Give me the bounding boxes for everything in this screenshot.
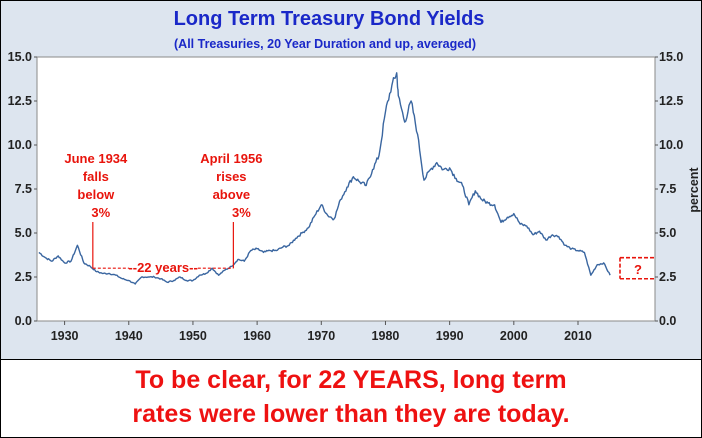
annotation-text: above [213,187,251,202]
x-tick-label: 1960 [243,329,271,343]
y-tick-label-right: 0.0 [659,314,676,328]
chart-panel: Long Term Treasury Bond Yields (All Trea… [1,1,701,360]
y-axis-label-right: percent [687,167,701,213]
plot-area: 0.0 0.0 2.5 2.5 5.0 5.0 7.5 7.5 10.0 10.0 12.5 12.5… [8,50,684,343]
y-tick-label-left: 12.5 [8,94,32,108]
y-tick-label-right: 2.5 [659,270,676,284]
span-label: --22 years-- [128,260,197,275]
annotation-text: 3% [91,205,110,220]
x-tick-label: 1990 [436,329,464,343]
annotation-text: rises [216,169,246,184]
x-tick-label: 1970 [307,329,335,343]
span-label-bg [129,259,198,274]
y-tick-label-right: 10.0 [659,138,683,152]
y-tick-label-left: 5.0 [15,226,32,240]
x-tick-label: 1950 [179,329,207,343]
caption: To be clear, for 22 YEARS, long term rat… [1,363,701,431]
chart: Long Term Treasury Bond Yields (All Trea… [8,8,701,343]
x-tick-label: 1980 [372,329,400,343]
annotation-text: 3% [232,205,251,220]
y-tick-label-right: 12.5 [659,94,683,108]
y-tick-label-left: 15.0 [8,50,32,64]
annotation-text: below [77,187,115,202]
y-tick-label-left: 0.0 [15,314,32,328]
y-tick-label-right: 15.0 [659,50,683,64]
y-tick-label-left: 7.5 [15,182,32,196]
y-tick-label-left: 10.0 [8,138,32,152]
chart-subtitle: (All Treasuries, 20 Year Duration and up… [174,37,476,51]
caption-line-2: rates were lower than they are today. [132,400,570,428]
x-tick-label: 1940 [115,329,143,343]
annotation-text: June 1934 [64,151,128,166]
annotation-text: falls [83,169,109,184]
y-tick-label-right: 7.5 [659,182,676,196]
annotation-text: April 1956 [200,151,262,166]
question-mark: ? [634,262,642,277]
series-line [38,72,611,285]
chart-title: Long Term Treasury Bond Yields [174,8,485,30]
y-tick-label-right: 5.0 [659,226,676,240]
x-tick-label: 2010 [564,329,592,343]
caption-line-1: To be clear, for 22 YEARS, long term [135,366,567,394]
x-tick-label: 1930 [51,329,79,343]
x-tick-label: 2000 [500,329,528,343]
y-tick-label-left: 2.5 [15,270,32,284]
